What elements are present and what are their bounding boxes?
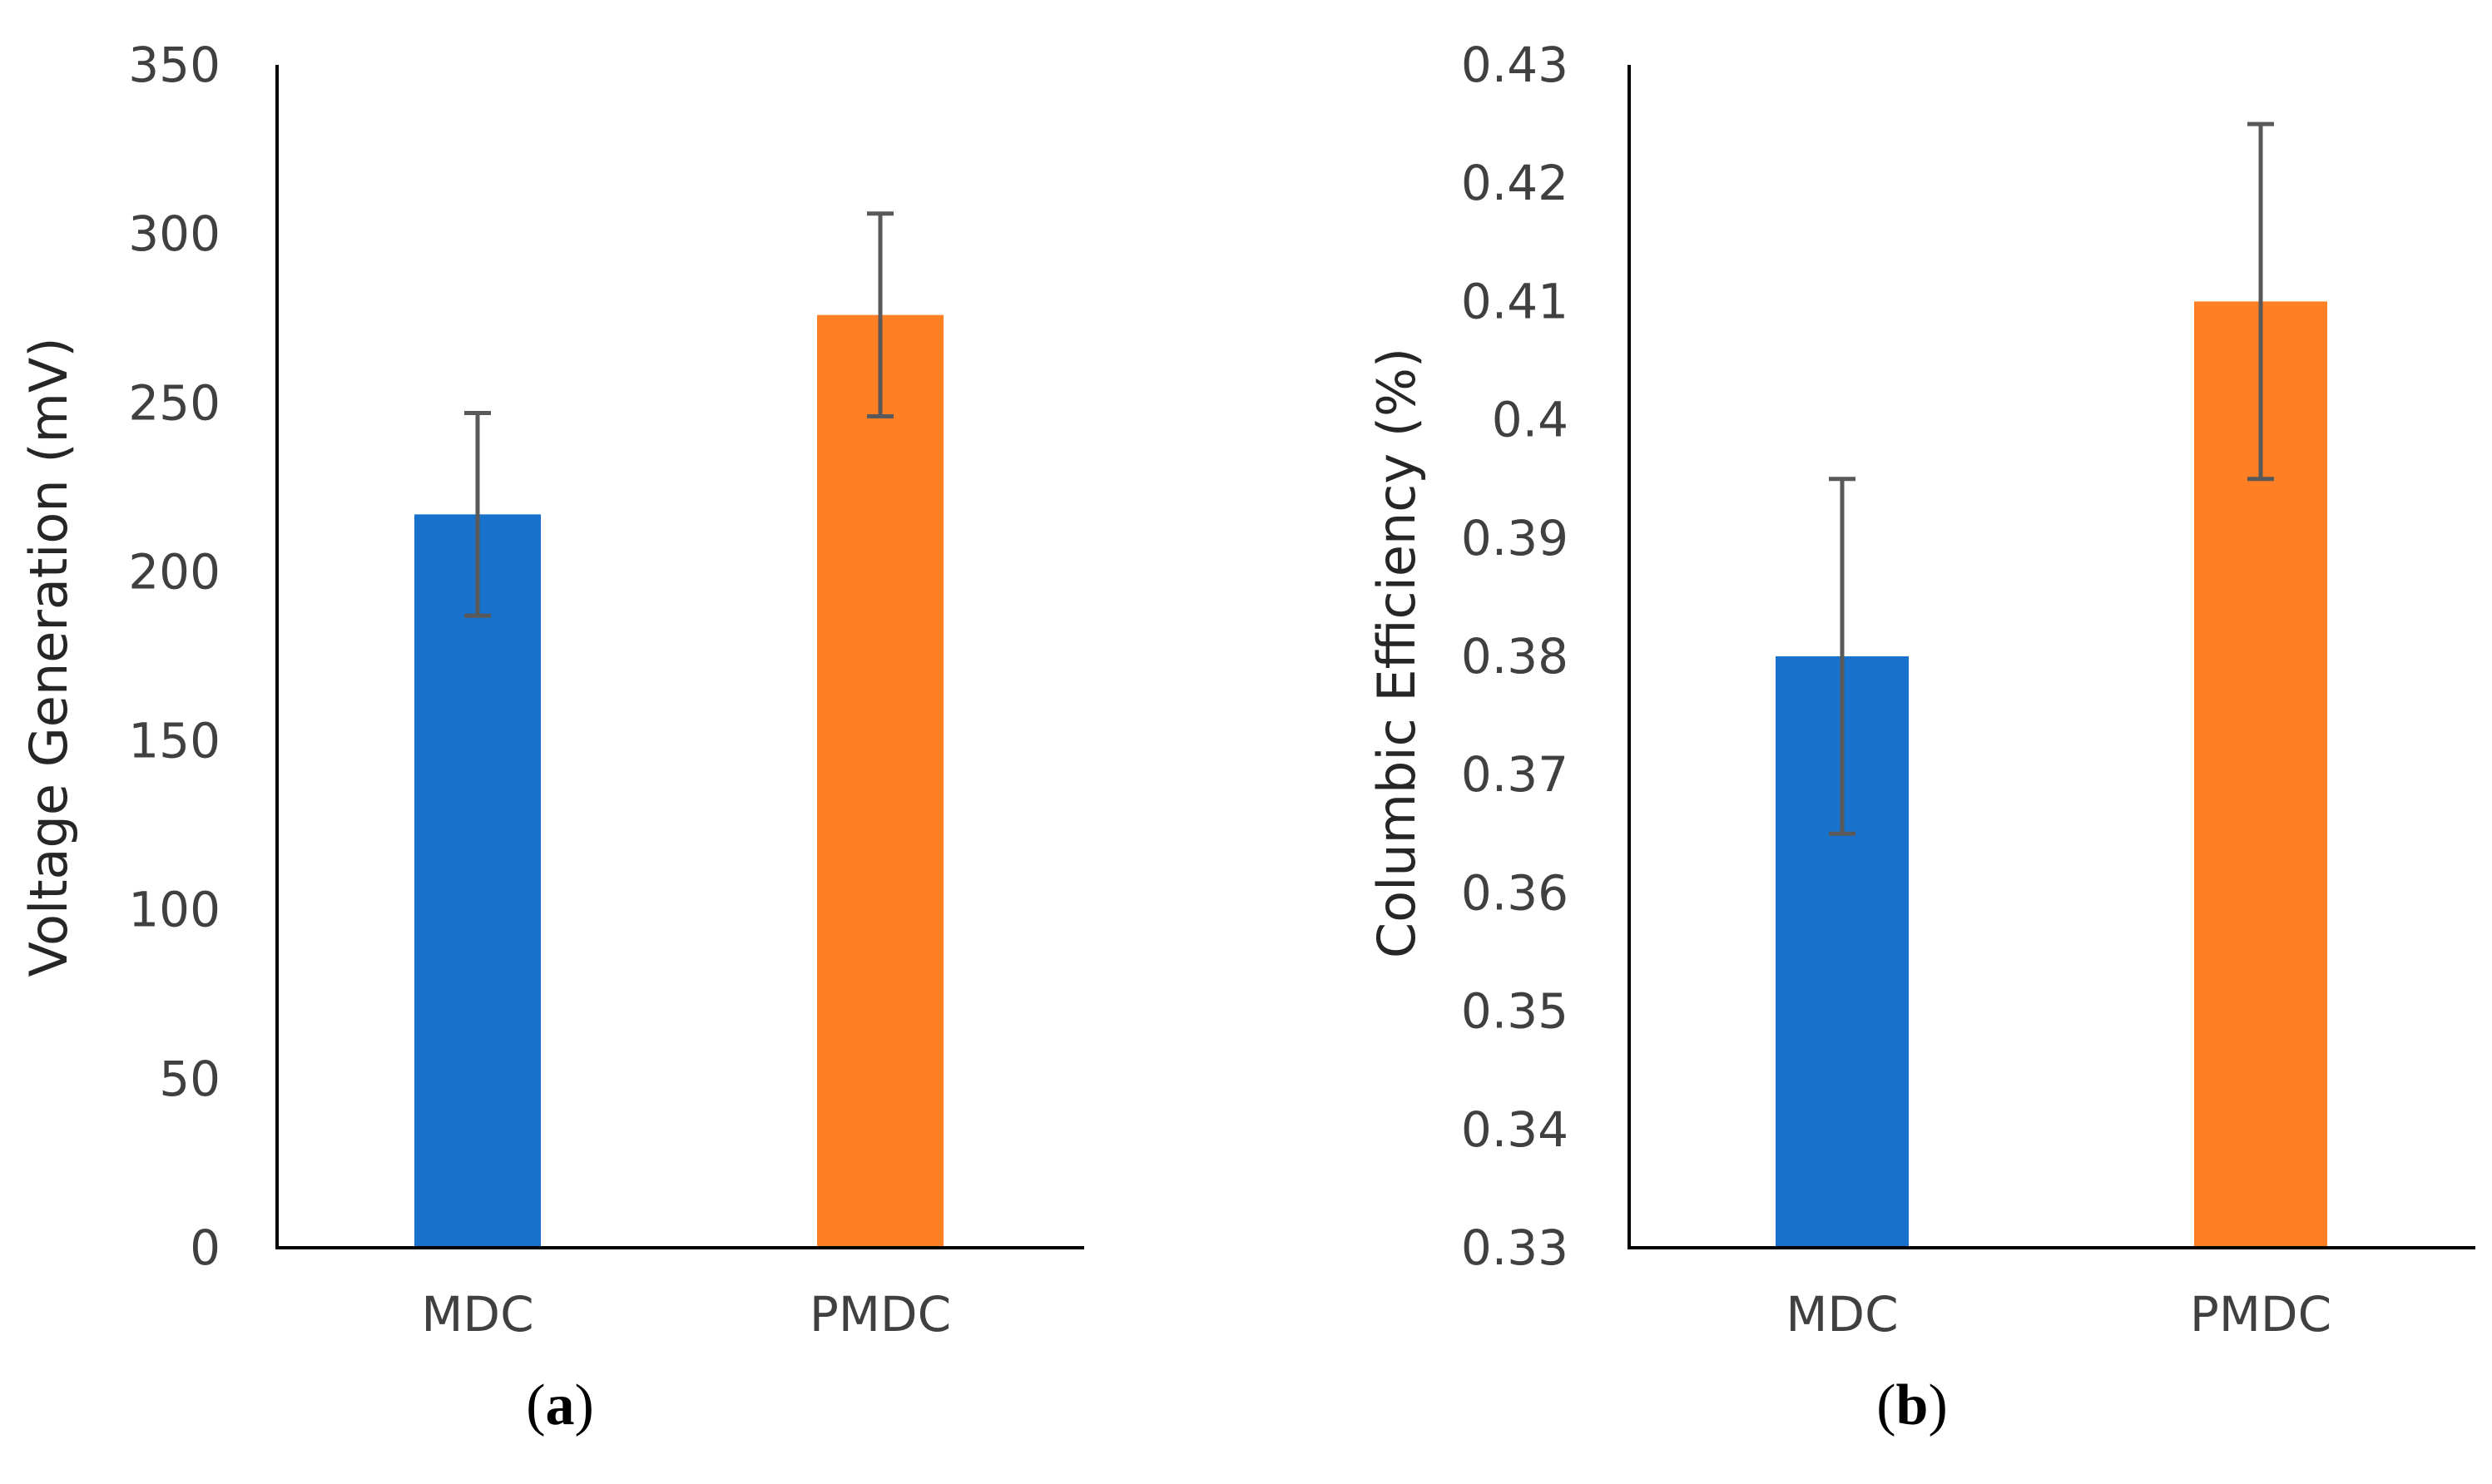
error-bar-b-pmdc (2247, 121, 2274, 482)
y-tick-label-a-4: 200 (128, 543, 220, 600)
bar-a-mdc (414, 514, 541, 1248)
y-tick-label-a-1: 50 (159, 1051, 220, 1107)
y-tick-label-b-5: 0.38 (1461, 628, 1568, 685)
error-bar-a-mdc (464, 410, 491, 618)
x-tick-label-a-pmdc: PMDC (810, 1286, 951, 1343)
y-axis-title-a: Voltage Generation (mV) (18, 337, 79, 977)
chart-a-voltage-generation: 0 50 100 150 200 250 300 350 Voltage Generation … (18, 37, 1084, 1437)
y-tick-label-a-3: 150 (128, 713, 220, 769)
error-bar-a-pmdc (867, 211, 894, 419)
y-tick-label-b-1: 0.34 (1461, 1101, 1568, 1158)
x-tick-label-b-pmdc: PMDC (2190, 1286, 2331, 1343)
error-bar-b-mdc (1829, 477, 1855, 836)
x-tick-label-b-mdc: MDC (1786, 1286, 1898, 1343)
y-tick-label-b-2: 0.35 (1461, 983, 1568, 1040)
y-tick-label-b-3: 0.36 (1461, 864, 1568, 921)
bar-a-pmdc (817, 314, 944, 1249)
panel-label-a: (a) (526, 1373, 594, 1437)
x-tick-label-a-mdc: MDC (421, 1286, 533, 1343)
y-tick-label-b-4: 0.37 (1461, 746, 1568, 803)
y-tick-label-b-7: 0.4 (1492, 392, 1568, 448)
y-tick-label-b-6: 0.39 (1461, 510, 1568, 566)
y-tick-label-a-7: 350 (128, 37, 220, 93)
y-tick-label-a-5: 250 (128, 374, 220, 431)
y-tick-label-b-0: 0.33 (1461, 1219, 1568, 1276)
y-tick-label-a-0: 0 (190, 1219, 220, 1276)
y-tick-label-b-9: 0.42 (1461, 155, 1568, 211)
chart-b-columbic-efficiency: 0.33 0.34 0.35 0.36 0.37 0.38 0.39 0.4 0.41 0.42 0… (1366, 37, 2475, 1437)
y-tick-label-a-6: 300 (128, 205, 220, 262)
y-tick-label-b-8: 0.41 (1461, 273, 1568, 329)
panel-label-b: (b) (1876, 1373, 1948, 1437)
y-tick-label-b-10: 0.43 (1461, 37, 1568, 93)
y-axis-title-b: Columbic Efficiency (%) (1366, 348, 1427, 958)
y-tick-label-a-2: 100 (128, 882, 220, 938)
